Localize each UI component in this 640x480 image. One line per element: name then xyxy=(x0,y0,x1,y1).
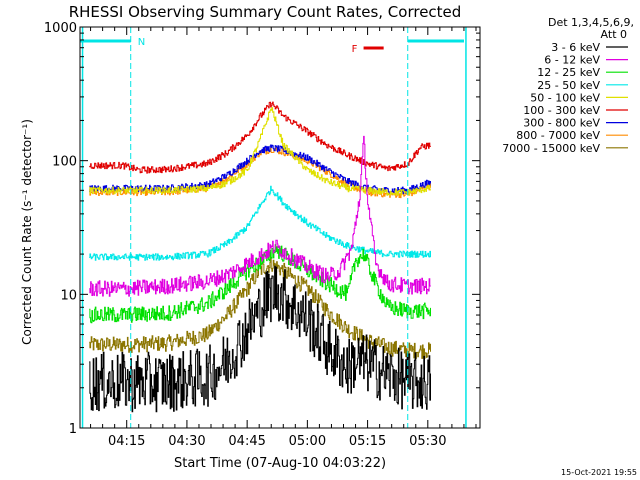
legend-label: 50 - 100 keV xyxy=(530,91,600,104)
legend-label: 100 - 300 keV xyxy=(523,104,600,117)
x-tick-label: 05:30 xyxy=(409,434,446,449)
series-line xyxy=(89,265,431,413)
legend-label: 7000 - 15000 keV xyxy=(502,142,600,155)
flag-layer: NF xyxy=(80,27,467,428)
timestamp: 15-Oct-2021 19:55 xyxy=(561,468,637,477)
legend-label: 25 - 50 keV xyxy=(537,79,600,92)
legend-title: Det 1,3,4,5,6,9, xyxy=(548,16,634,29)
series-3-6-kev xyxy=(89,265,431,413)
legend-label: 300 - 800 keV xyxy=(523,117,600,130)
night-flag-label: N xyxy=(138,37,145,48)
data-layer xyxy=(89,101,431,413)
legend-label: 800 - 7000 keV xyxy=(516,129,600,142)
series-line xyxy=(89,144,431,195)
flare-flag-label: F xyxy=(352,44,358,55)
series-25-50-kev xyxy=(89,185,431,261)
series-line xyxy=(89,135,431,297)
x-tick-label: 04:45 xyxy=(228,434,265,449)
series-300-800-kev xyxy=(89,144,431,195)
axis-layer: 1 10 100 1000 04:15 04:30 04:45 05:00 05:15 05:30 xyxy=(44,21,480,449)
legend-subtitle: Att 0 xyxy=(601,28,627,41)
series-line xyxy=(89,101,431,174)
y-tick-label: 10 xyxy=(60,288,77,303)
legend-label: 12 - 25 keV xyxy=(537,66,600,79)
legend-label: 6 - 12 keV xyxy=(544,54,600,67)
legend-label: 3 - 6 keV xyxy=(551,41,600,54)
series-line xyxy=(89,244,431,324)
x-tick-label: 05:15 xyxy=(349,434,386,449)
series-100-300-kev xyxy=(89,101,431,174)
series-50-100-kev xyxy=(89,107,431,196)
chart-title: RHESSI Observing Summary Count Rates, Co… xyxy=(69,3,462,21)
x-axis-label: Start Time (07-Aug-10 04:03:22) xyxy=(174,456,386,471)
series-12-25-kev xyxy=(89,244,431,324)
series-6-12-kev xyxy=(89,135,431,297)
plot-frame xyxy=(79,26,481,429)
x-tick-label: 05:00 xyxy=(289,434,326,449)
x-tick-label: 04:15 xyxy=(108,434,145,449)
series-line xyxy=(89,107,431,196)
x-tick-label: 04:30 xyxy=(168,434,205,449)
y-tick-label: 1 xyxy=(69,422,77,437)
y-axis-label: Corrected Count Rate (s⁻¹ detector⁻¹) xyxy=(20,119,34,345)
y-tick-label: 100 xyxy=(52,155,77,170)
series-line xyxy=(89,185,431,261)
y-tick-label: 1000 xyxy=(44,21,77,36)
